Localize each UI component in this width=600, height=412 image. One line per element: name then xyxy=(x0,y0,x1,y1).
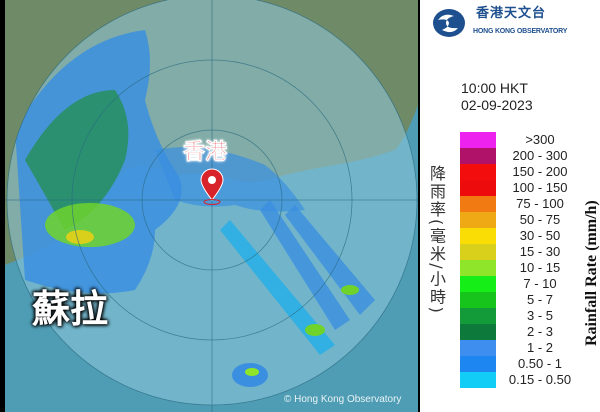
legend-swatch xyxy=(460,292,496,308)
legend-swatch xyxy=(460,228,496,244)
legend-swatch xyxy=(460,276,496,292)
legend-title-zh: 降雨率(毫米/小時) xyxy=(427,165,446,315)
legend-label: 200 - 300 xyxy=(512,148,568,163)
legend-label: 150 - 200 xyxy=(512,164,568,179)
legend-swatch xyxy=(460,180,496,196)
typhoon-saola-label: 蘇拉 xyxy=(32,287,109,331)
legend-title-en: Rainfall Rate (mm/h) xyxy=(583,200,600,346)
timestamp: 10:00 HKT 02-09-2023 xyxy=(461,80,533,114)
legend-panel: 香港天文台 HONG KONG OBSERVATORY 10:00 HKT 02… xyxy=(420,0,600,412)
legend-label: 0.15 - 0.50 xyxy=(508,372,572,387)
color-scale-bar xyxy=(460,132,496,388)
location-pin-icon xyxy=(200,168,224,205)
legend-swatch xyxy=(460,356,496,372)
legend-swatch xyxy=(460,324,496,340)
logo-english-text: HONG KONG OBSERVATORY xyxy=(473,28,568,35)
hko-logo-icon xyxy=(433,9,465,37)
legend-swatch xyxy=(460,260,496,276)
legend-label: 1 - 2 xyxy=(526,340,553,355)
legend-label: 50 - 75 xyxy=(519,212,561,227)
legend-label: 0.50 - 1 xyxy=(517,356,563,371)
legend-swatch xyxy=(460,244,496,260)
color-scale-labels: >300 200 - 300 150 - 200 100 - 150 75 - 100 5… xyxy=(500,132,580,388)
time-text: 10:00 HKT xyxy=(461,80,528,96)
legend-swatch xyxy=(460,148,496,164)
date-text: 02-09-2023 xyxy=(461,97,533,113)
legend-swatch xyxy=(460,164,496,180)
legend-swatch xyxy=(460,196,496,212)
legend-label: 7 - 10 xyxy=(523,276,557,291)
hong-kong-label: 香港 xyxy=(183,140,228,166)
legend-label: 30 - 50 xyxy=(519,228,561,243)
legend-swatch xyxy=(460,212,496,228)
legend-label: >300 xyxy=(525,132,555,147)
legend-label: 100 - 150 xyxy=(512,180,568,195)
rain-echoes xyxy=(15,30,375,387)
legend-swatch xyxy=(460,308,496,324)
legend-swatch xyxy=(460,340,496,356)
legend-label: 10 - 15 xyxy=(519,260,561,275)
legend-label: 75 - 100 xyxy=(516,196,564,211)
legend-label: 5 - 7 xyxy=(526,292,553,307)
legend-swatch xyxy=(460,372,496,388)
legend-label: 15 - 30 xyxy=(519,244,561,259)
radar-map[interactable]: 香港 蘇拉 © Hong Kong Observatory xyxy=(0,0,420,412)
legend-label: 3 - 5 xyxy=(526,308,553,323)
radar-image xyxy=(5,0,418,412)
legend-label: 2 - 3 xyxy=(526,324,553,339)
legend-swatch xyxy=(460,132,496,148)
copyright-text: © Hong Kong Observatory xyxy=(284,394,402,405)
logo-chinese-text: 香港天文台 xyxy=(476,6,547,21)
